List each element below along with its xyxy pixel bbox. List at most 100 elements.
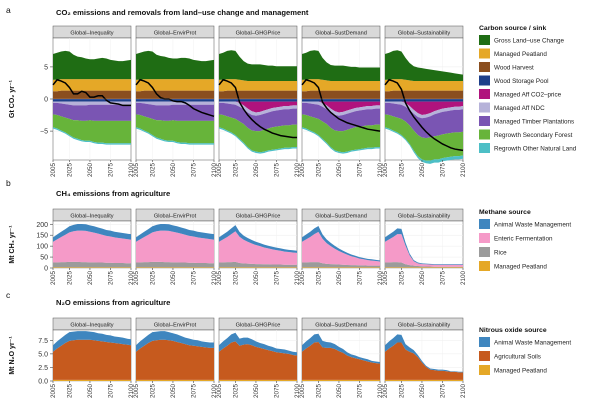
x-tick-label: 2005	[133, 163, 140, 178]
legend-swatch	[479, 351, 490, 361]
facet-b-4: Global–SustDemand 2005 2025 2050 2075 2100	[299, 208, 384, 286]
area-managed-aff-ndc	[302, 101, 380, 116]
x-tick-label: 2025	[316, 163, 323, 178]
legend-label: Gross Land–use Change	[494, 38, 565, 45]
legend-swatch	[479, 365, 490, 375]
legend-label: Animal Waste Management	[494, 340, 571, 347]
facet-b-5: Global–Sustainability 2005 2025 2050 2075 210…	[382, 208, 467, 286]
legend-swatch	[479, 75, 490, 86]
area-wood-harvest	[385, 90, 463, 99]
x-tick-label: 2050	[87, 163, 94, 178]
legend-label: Agricultural Soils	[494, 354, 541, 361]
facet-c-2: Global–EnvirProt 2005 2025 2050 2075 2100	[133, 317, 218, 399]
legend-label: Animal Waste Management	[494, 222, 571, 229]
net-emissions-line	[135, 78, 215, 118]
area-peat-n2o	[53, 379, 131, 381]
area-wood-harvest	[302, 90, 380, 99]
y-axis-label: Gt CO₂ yr⁻¹	[9, 79, 16, 118]
panel-a: Gt CO₂ yr⁻¹ 5 0 −5 Global–Inequality 2005 2025…	[9, 25, 577, 177]
area-managed-aff-ndc	[219, 101, 297, 116]
x-tick-label: 2005	[299, 271, 306, 286]
area-awm	[53, 224, 131, 242]
x-tick-label: 2100	[377, 271, 384, 286]
area-managed-peatland	[136, 79, 214, 92]
x-tick-label: 2075	[108, 271, 115, 286]
area-gross-luc	[53, 50, 131, 80]
x-tick-label: 2075	[357, 384, 364, 399]
x-tick-label: 2025	[67, 163, 74, 178]
x-tick-label: 2025	[67, 384, 74, 399]
area-peat-ch4	[136, 267, 214, 268]
x-tick-label: 2050	[170, 163, 177, 178]
y-axis-label: Mt N₂O yr⁻¹	[9, 336, 16, 375]
facet-a-3: Global–GHGPrice 2005 2025 2050 2075 2100	[216, 25, 301, 177]
facet-strip-label: Global–SustDemand	[315, 31, 367, 37]
facet-a-5: Global–Sustainability 2005 2025 2050 2075 210…	[382, 25, 467, 178]
x-tick-label: 2075	[108, 163, 115, 178]
x-tick-label: 2005	[382, 271, 389, 286]
x-tick-label: 2075	[440, 271, 447, 286]
x-tick-label: 2100	[377, 384, 384, 399]
legend-label: Managed Peatland	[494, 368, 547, 375]
panel-c-title: N₂O emissions from agriculture	[56, 298, 170, 307]
area-managed-timber	[385, 102, 463, 139]
panel-a-title: CO₂ emissions and removals from land–use…	[56, 8, 309, 17]
x-tick-label: 2025	[316, 271, 323, 286]
area-enteric	[219, 231, 297, 265]
legend-swatch	[479, 102, 490, 113]
x-tick-label: 2025	[150, 163, 157, 178]
x-tick-label: 2050	[336, 384, 343, 399]
y-tick-label: 200	[36, 222, 48, 229]
x-tick-label: 2025	[399, 271, 406, 286]
x-tick-label: 2075	[440, 384, 447, 399]
legend-label: Regrowth Secondary Forest	[494, 132, 573, 139]
x-tick-label: 2005	[133, 271, 140, 286]
legend-swatch	[479, 143, 490, 153]
x-tick-label: 2100	[294, 271, 301, 286]
area-ag-soils	[136, 339, 214, 380]
legend-swatch	[479, 247, 490, 257]
area-wood-harvest	[219, 90, 297, 99]
facet-b-2: Global–EnvirProt 2005 2025 2050 2075 2100	[133, 208, 218, 286]
y-tick-label: 0	[44, 97, 48, 104]
facet-a-2: Global–EnvirProt 2005 2025 2050 2075 2100	[133, 25, 218, 178]
x-tick-label: 2025	[233, 271, 240, 286]
panel-b: Mt CH₄ yr⁻¹200150100500Global–Inequality…	[9, 208, 571, 286]
area-ag-soils	[219, 341, 297, 380]
area-awm	[302, 333, 380, 364]
y-tick-label: 50	[40, 255, 48, 262]
x-tick-label: 2050	[336, 271, 343, 286]
facet-strip-label: Global–Sustainability	[398, 31, 450, 37]
x-tick-label: 2100	[460, 384, 467, 399]
legend-label: Wood Storage Pool	[494, 78, 549, 85]
x-tick-label: 2050	[419, 163, 426, 178]
legend-label: Enteric Fermentation	[494, 236, 553, 243]
x-tick-label: 2005	[50, 384, 57, 399]
facet-c-3: Global–GHGPrice 2005 2025 2050 2075 2100	[216, 317, 301, 399]
x-tick-label: 2100	[211, 271, 218, 286]
y-tick-label: 7.5	[38, 338, 48, 345]
facet-c-5: Global–Sustainability 2005 2025 2050 2075 210…	[382, 317, 467, 399]
x-tick-label: 2025	[150, 271, 157, 286]
facet-strip-label: Global–GHGPrice	[236, 323, 281, 329]
facet-strip-label: Global–Sustainability	[398, 323, 450, 329]
facet-strip-label: Global–SustDemand	[315, 323, 367, 329]
x-tick-label: 2075	[191, 163, 198, 178]
area-regrowth-secondary	[53, 114, 131, 144]
x-tick-label: 2005	[133, 384, 140, 399]
area-regrowth-other	[385, 127, 463, 164]
x-tick-label: 2100	[211, 384, 218, 399]
legend-label: Managed Aff NDC	[494, 105, 545, 112]
area-managed-timber	[219, 102, 297, 132]
facet-strip-label: Global–Sustainability	[398, 214, 450, 220]
area-awm	[385, 228, 463, 265]
area-awm	[302, 226, 380, 262]
x-tick-label: 2075	[274, 384, 281, 399]
legend-label: Regrowth Other Natural Land	[494, 146, 577, 153]
y-tick-label: 100	[36, 244, 48, 251]
area-peat-n2o	[385, 379, 463, 381]
legend-swatch	[479, 233, 490, 243]
facet-strip-label: Global–GHGPrice	[236, 31, 281, 37]
area-rice	[302, 262, 380, 268]
